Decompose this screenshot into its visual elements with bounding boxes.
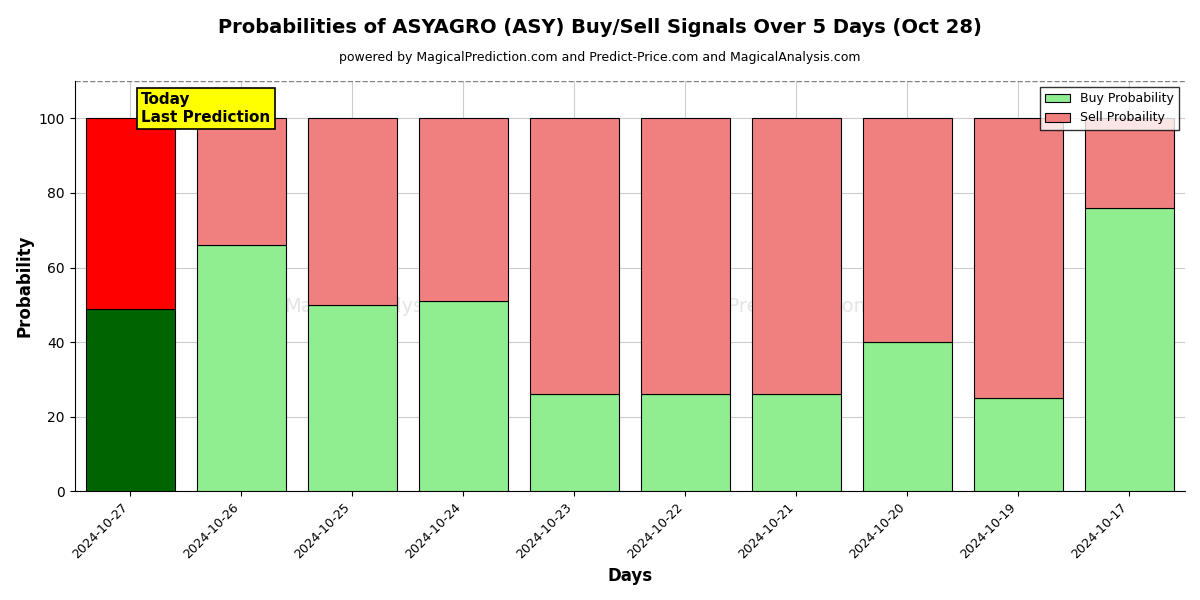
Bar bbox=[1085, 208, 1174, 491]
Bar bbox=[974, 118, 1063, 398]
Bar bbox=[863, 342, 952, 491]
Y-axis label: Probability: Probability bbox=[16, 235, 34, 337]
Bar bbox=[974, 398, 1063, 491]
Bar bbox=[419, 301, 508, 491]
Text: Probabilities of ASYAGRO (ASY) Buy/Sell Signals Over 5 Days (Oct 28): Probabilities of ASYAGRO (ASY) Buy/Sell … bbox=[218, 18, 982, 37]
Bar bbox=[863, 118, 952, 342]
Text: MagicalPrediction.com: MagicalPrediction.com bbox=[653, 297, 872, 316]
X-axis label: Days: Days bbox=[607, 567, 653, 585]
Bar bbox=[197, 245, 286, 491]
Text: MagicalAnalysis.com: MagicalAnalysis.com bbox=[284, 297, 487, 316]
Legend: Buy Probability, Sell Probaility: Buy Probability, Sell Probaility bbox=[1040, 87, 1178, 130]
Bar bbox=[197, 118, 286, 245]
Bar bbox=[530, 118, 619, 394]
Bar bbox=[1085, 118, 1174, 208]
Bar bbox=[752, 118, 841, 394]
Bar bbox=[419, 118, 508, 301]
Text: powered by MagicalPrediction.com and Predict-Price.com and MagicalAnalysis.com: powered by MagicalPrediction.com and Pre… bbox=[340, 51, 860, 64]
Bar bbox=[308, 118, 397, 305]
Bar bbox=[641, 118, 730, 394]
Bar bbox=[85, 308, 174, 491]
Bar bbox=[85, 118, 174, 308]
Bar bbox=[752, 394, 841, 491]
Text: Today
Last Prediction: Today Last Prediction bbox=[142, 92, 270, 125]
Bar bbox=[530, 394, 619, 491]
Bar bbox=[641, 394, 730, 491]
Bar bbox=[308, 305, 397, 491]
